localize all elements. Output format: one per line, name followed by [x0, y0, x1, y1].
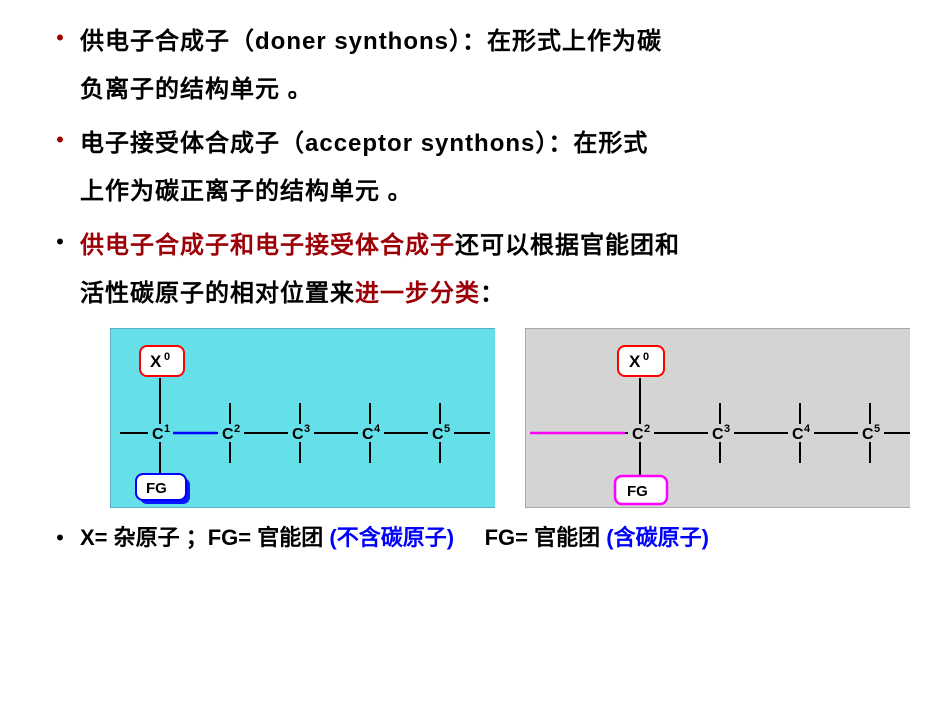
svg-text:5: 5: [444, 423, 450, 435]
svg-text:C: C: [292, 426, 304, 443]
svg-text:C: C: [432, 426, 444, 443]
svg-text:2: 2: [644, 423, 650, 435]
b3-p1: 供电子合成子和电子接受体合成子: [80, 232, 455, 259]
fg-label: FG: [627, 483, 648, 500]
diagram-row: C1 C2 C3 C4 C5 X 0 FG: [110, 328, 910, 508]
b3-p4: 进一步分类: [355, 280, 480, 307]
bullet-2: • 电子接受体合成子（acceptor synthons）：在形式 上作为碳正离…: [40, 120, 910, 216]
ft-t1: X= 杂原子 ；FG= 官能团: [80, 525, 323, 550]
bullet-2-text: 电子接受体合成子（acceptor synthons）：在形式 上作为碳正离子的…: [80, 120, 910, 216]
svg-text:C: C: [222, 426, 234, 443]
svg-text:4: 4: [374, 423, 381, 435]
svg-text:C: C: [792, 426, 804, 443]
b2-line1: 电子接受体合成子（acceptor synthons）：在形式: [80, 130, 648, 157]
x-sup: 0: [643, 351, 649, 363]
b3-p3: 活性碳原子的相对位置来: [80, 280, 355, 307]
bullet-dot: •: [40, 222, 80, 262]
svg-text:1: 1: [164, 423, 170, 435]
x-sup: 0: [164, 351, 170, 363]
svg-text:C: C: [632, 426, 644, 443]
svg-text:C: C: [152, 426, 164, 443]
footnote-text: X= 杂原子 ；FG= 官能团 (不含碳原子) FG= 官能团 (含碳原子): [80, 518, 910, 558]
b3-p2: 还可以根据官能团和: [455, 232, 680, 259]
b1-line1: 供电子合成子（doner synthons）：在形式上作为碳: [80, 28, 662, 55]
svg-text:C: C: [712, 426, 724, 443]
x-label: X: [150, 352, 162, 371]
fg-label: FG: [146, 480, 167, 497]
bullet-dot: •: [40, 18, 80, 58]
svg-text:4: 4: [804, 423, 811, 435]
svg-text:3: 3: [724, 423, 730, 435]
bullet-dot: •: [40, 120, 80, 160]
bullet-3-text: 供电子合成子和电子接受体合成子还可以根据官能团和 活性碳原子的相对位置来进一步分…: [80, 222, 910, 318]
b2-line2: 上作为碳正离子的结构单元 。: [80, 178, 413, 205]
bullet-4: • X= 杂原子 ；FG= 官能团 (不含碳原子) FG= 官能团 (含碳原子): [40, 518, 910, 558]
svg-text:C: C: [862, 426, 874, 443]
bullet-1-text: 供电子合成子（doner synthons）：在形式上作为碳 负离子的结构单元 …: [80, 18, 910, 114]
x-label: X: [629, 352, 641, 371]
bullet-3: • 供电子合成子和电子接受体合成子还可以根据官能团和 活性碳原子的相对位置来进一…: [40, 222, 910, 318]
svg-text:3: 3: [304, 423, 310, 435]
svg-text:C: C: [362, 426, 374, 443]
svg-text:5: 5: [874, 423, 880, 435]
b3-p5: ：: [480, 280, 505, 307]
diagram-right: C2 C3 C4 C5 X 0 FG: [525, 328, 910, 508]
svg-text:2: 2: [234, 423, 240, 435]
b1-line2: 负离子的结构单元 。: [80, 76, 313, 103]
bullet-1: • 供电子合成子（doner synthons）：在形式上作为碳 负离子的结构单…: [40, 18, 910, 114]
ft-t3: FG= 官能团: [485, 525, 601, 550]
diagram-left: C1 C2 C3 C4 C5 X 0 FG: [110, 328, 495, 508]
bullet-dot: •: [40, 518, 80, 558]
ft-t4: (含碳原子): [606, 525, 709, 550]
ft-t2: (不含碳原子): [329, 525, 454, 550]
slide: • 供电子合成子（doner synthons）：在形式上作为碳 负离子的结构单…: [0, 0, 950, 574]
bg-rect: [525, 328, 910, 508]
